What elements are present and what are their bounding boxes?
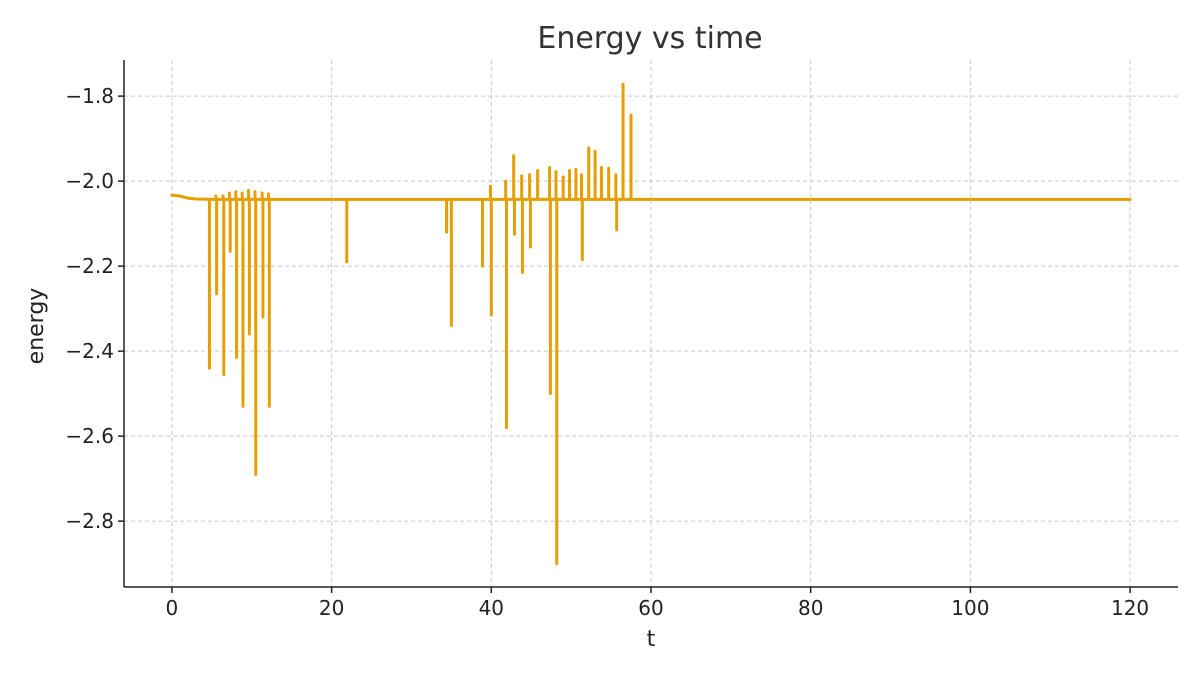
y-tick-label: −2.6 xyxy=(65,424,114,448)
y-tick-label: −2.4 xyxy=(65,339,114,363)
energy-series-line xyxy=(170,82,1132,566)
x-axis-label: t xyxy=(647,627,656,652)
y-tick-label: −2.8 xyxy=(65,509,114,533)
x-tick-label: 0 xyxy=(166,596,179,620)
x-tick-label: 20 xyxy=(319,596,344,620)
x-tick-label: 40 xyxy=(479,596,504,620)
y-tick-label: −2.2 xyxy=(65,254,114,278)
x-tick-label: 60 xyxy=(638,596,663,620)
y-tick-label: −2.0 xyxy=(65,169,114,193)
x-tick-label: 120 xyxy=(1111,596,1149,620)
x-tick-label: 80 xyxy=(798,596,823,620)
axes xyxy=(118,60,1178,593)
series-layer xyxy=(170,82,1132,566)
grid-lines xyxy=(124,60,1178,587)
y-tick-label: −1.8 xyxy=(65,84,114,108)
y-axis-label: energy xyxy=(24,288,49,365)
tick-labels: 0 20 40 60 80 100 120 −1.8 −2.0 −2.2 −2.4 −2.6 −2.8 xyxy=(65,84,1149,620)
chart-title: Energy vs time xyxy=(537,21,762,56)
x-tick-label: 100 xyxy=(951,596,989,620)
